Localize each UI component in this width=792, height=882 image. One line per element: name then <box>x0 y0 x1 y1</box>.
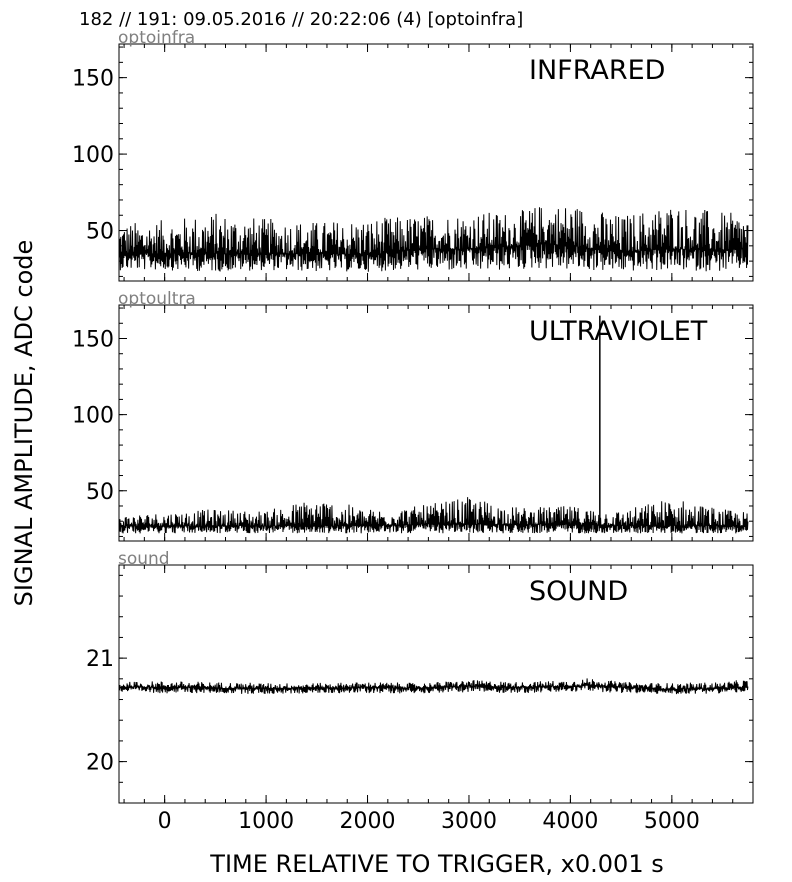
y-tick-label: 150 <box>72 67 114 92</box>
panel-tag-label: sound <box>118 549 170 569</box>
panel-tag-label: optoultra <box>118 289 196 309</box>
y-tick-label: 20 <box>86 751 114 776</box>
panel-frame <box>118 564 754 804</box>
panel-frame <box>118 304 754 542</box>
x-tick-label: 2000 <box>340 809 396 834</box>
panel-optoultra: optoultra ULTRAVIOLET 50 100 150 <box>72 289 754 542</box>
x-tick-label: 1000 <box>238 809 294 834</box>
panels-group: optoinfraINFRARED50100150optoultraULTRAV… <box>72 28 754 834</box>
y-tick-label: 21 <box>86 647 114 672</box>
series-trace-optoultra <box>118 497 749 534</box>
series-trace-optoinfra <box>118 207 749 272</box>
x-axis-title: TIME RELATIVE TO TRIGGER, x0.001 s <box>209 850 663 878</box>
y-axis-title: SIGNAL AMPLITUDE, ADC code <box>10 240 38 607</box>
x-tick-label: 5000 <box>644 809 700 834</box>
header-title: 182 // 191: 09.05.2016 // 20:22:06 (4) [… <box>79 9 523 30</box>
series-trace-sound <box>118 678 749 695</box>
x-tick-label: 3000 <box>441 809 497 834</box>
y-tick-label: 100 <box>72 404 114 429</box>
x-tick-label: 0 <box>158 809 172 834</box>
y-tick-label: 100 <box>72 143 114 168</box>
panel-title: INFRARED <box>529 55 665 86</box>
y-tick-label: 50 <box>86 480 114 505</box>
x-tick-label: 4000 <box>542 809 598 834</box>
panel-optoinfra: optoinfra INFRARED 50 100 150 <box>72 28 754 282</box>
panel-tag-label: optoinfra <box>118 28 195 48</box>
panel-frame <box>118 43 754 282</box>
panel-title: ULTRAVIOLET <box>529 316 708 347</box>
panel-title: SOUND <box>529 576 628 607</box>
panel-sound: sound SOUND 20 21 <box>86 549 754 804</box>
y-tick-label: 150 <box>72 327 114 352</box>
y-tick-label: 50 <box>86 220 114 245</box>
